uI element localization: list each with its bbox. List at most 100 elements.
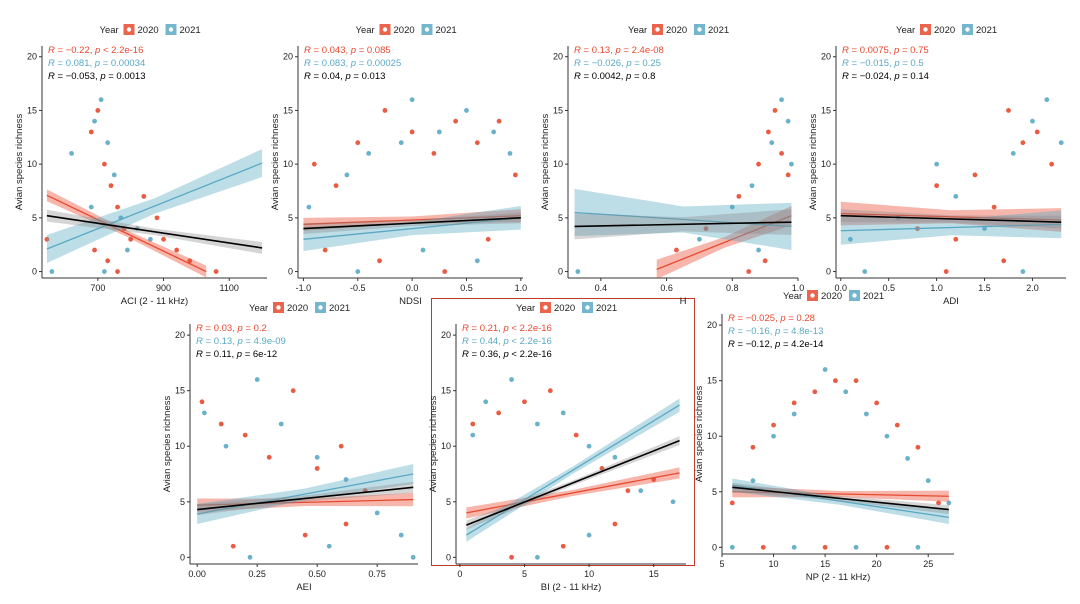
- data-point: [187, 258, 193, 264]
- y-tick-label: 10: [553, 159, 563, 169]
- data-point: [98, 97, 104, 103]
- data-point: [1020, 140, 1026, 146]
- data-point: [625, 488, 631, 494]
- data-point: [102, 269, 107, 274]
- data-point: [1058, 140, 1064, 146]
- fit-line-2021: [840, 223, 1062, 232]
- fit-line-all: [303, 217, 521, 230]
- stat-all: R = 0.36, p < 2.2e-16: [462, 349, 552, 360]
- data-point: [697, 236, 702, 242]
- chart-ndsi: Year 2020 2021 0 5 10 15 20 -1.0 -0.5 0.0 0.5 1.0 NDS…: [270, 24, 527, 307]
- points-2020: [915, 108, 1055, 274]
- stat-2021: R = −0.16, p = 4.8e-13: [728, 326, 823, 337]
- legend-label-2021: 2021: [180, 25, 201, 36]
- y-tick-label: 20: [821, 52, 831, 62]
- data-point: [812, 389, 818, 395]
- y-tick-label: 5: [288, 213, 293, 223]
- stat-all: R = −0.053, p = 0.0013: [48, 71, 146, 82]
- legend-label-2020: 2020: [821, 291, 842, 302]
- panel-aei: Year 2020 2021 0 5 10 15 20 0.00 0.25 0.50 0.75 AEI A…: [160, 296, 430, 593]
- legend: Year 2020 2021: [896, 24, 997, 36]
- data-point: [314, 466, 320, 471]
- data-point: [254, 377, 260, 382]
- data-point: [575, 269, 581, 274]
- x-axis-label: ACI (2 - 11 kHz): [121, 296, 188, 307]
- legend-title: Year: [249, 303, 268, 314]
- data-point: [366, 151, 372, 156]
- data-point: [290, 388, 296, 394]
- points-2020: [470, 388, 657, 560]
- legend: Year 2020 2021: [783, 290, 884, 302]
- data-point: [535, 554, 540, 560]
- fit-line-2020: [840, 212, 1062, 221]
- fit-line-all: [732, 486, 949, 511]
- data-point: [105, 140, 111, 146]
- stat-2020: R = −0.025, p = 0.28: [728, 313, 815, 324]
- data-point: [991, 204, 997, 210]
- legend-key-dot-2020: [543, 305, 548, 310]
- data-point: [785, 172, 791, 178]
- data-point: [779, 151, 784, 156]
- y-tick-label: 0: [288, 267, 293, 277]
- legend-label-2021: 2021: [863, 291, 884, 302]
- data-point: [326, 543, 332, 549]
- data-point: [88, 204, 94, 210]
- data-point: [612, 521, 618, 527]
- legend-label-2020: 2020: [666, 25, 687, 36]
- x-tick-label: 0: [457, 569, 462, 579]
- legend-key-dot-2020: [276, 305, 281, 310]
- y-tick-label: 5: [712, 487, 717, 497]
- x-tick-label: 1.0: [930, 283, 943, 293]
- highlight-frame: [431, 298, 695, 566]
- x-tick-label: 25: [923, 559, 933, 569]
- legend: Year 2020 2021: [628, 24, 729, 36]
- fit-line-2020: [732, 491, 949, 497]
- y-tick-label: 0: [712, 542, 717, 552]
- data-point: [953, 193, 959, 199]
- data-point: [382, 108, 388, 113]
- data-point: [509, 377, 514, 382]
- y-axis-label: Avian species richness: [428, 396, 439, 493]
- data-point: [322, 247, 328, 253]
- data-point: [560, 410, 566, 416]
- data-point: [772, 108, 778, 113]
- fit-line-all: [46, 214, 263, 249]
- data-point: [915, 544, 921, 550]
- data-point: [128, 236, 134, 242]
- data-point: [771, 433, 776, 439]
- stat-2021: R = −0.015, p = 0.5: [842, 58, 924, 69]
- stat-all: R = 0.04, p = 0.013: [304, 71, 385, 82]
- data-point: [612, 454, 618, 460]
- data-point: [746, 269, 752, 274]
- y-tick-label: 5: [826, 213, 831, 223]
- data-point: [729, 204, 735, 210]
- panel-np: Year 2020 2021 0 5 10 15 20 5 10 15 20 25 NP (2 - 11 …: [692, 284, 962, 583]
- y-axis-label: Avian species richness: [694, 386, 705, 483]
- data-point: [199, 399, 205, 405]
- data-point: [343, 477, 349, 482]
- legend-key-dot-2021: [852, 293, 857, 298]
- stat-2020: R = 0.13, p = 2.4e-08: [574, 45, 664, 56]
- data-point: [154, 215, 160, 221]
- legend-label-2020: 2020: [554, 303, 575, 314]
- x-axis-label: H: [680, 296, 687, 307]
- x-tick-label: 700: [90, 283, 105, 293]
- data-point: [535, 421, 540, 427]
- stat-all: R = 0.0042, p = 0.8: [574, 71, 655, 82]
- data-point: [242, 432, 248, 438]
- stat-2020: R = −0.22, p < 2.2e-16: [48, 45, 143, 56]
- points-2021: [306, 97, 513, 274]
- x-tick-label: 10: [584, 569, 594, 579]
- data-point: [1030, 118, 1035, 124]
- data-point: [638, 488, 644, 494]
- x-axis-label: NP (2 - 11 kHz): [806, 572, 871, 583]
- stat-2021: R = 0.081, p = 0.00034: [48, 58, 145, 69]
- y-axis-label: Avian species richness: [540, 114, 551, 211]
- data-point: [512, 172, 518, 178]
- data-point: [306, 204, 312, 210]
- stat-all: R = 0.11, p = 6e-12: [196, 349, 277, 360]
- fit-line-all: [574, 221, 792, 228]
- y-tick-label: 5: [446, 497, 451, 507]
- fit-line-2020: [197, 498, 414, 506]
- legend-key-dot-2020: [126, 27, 132, 32]
